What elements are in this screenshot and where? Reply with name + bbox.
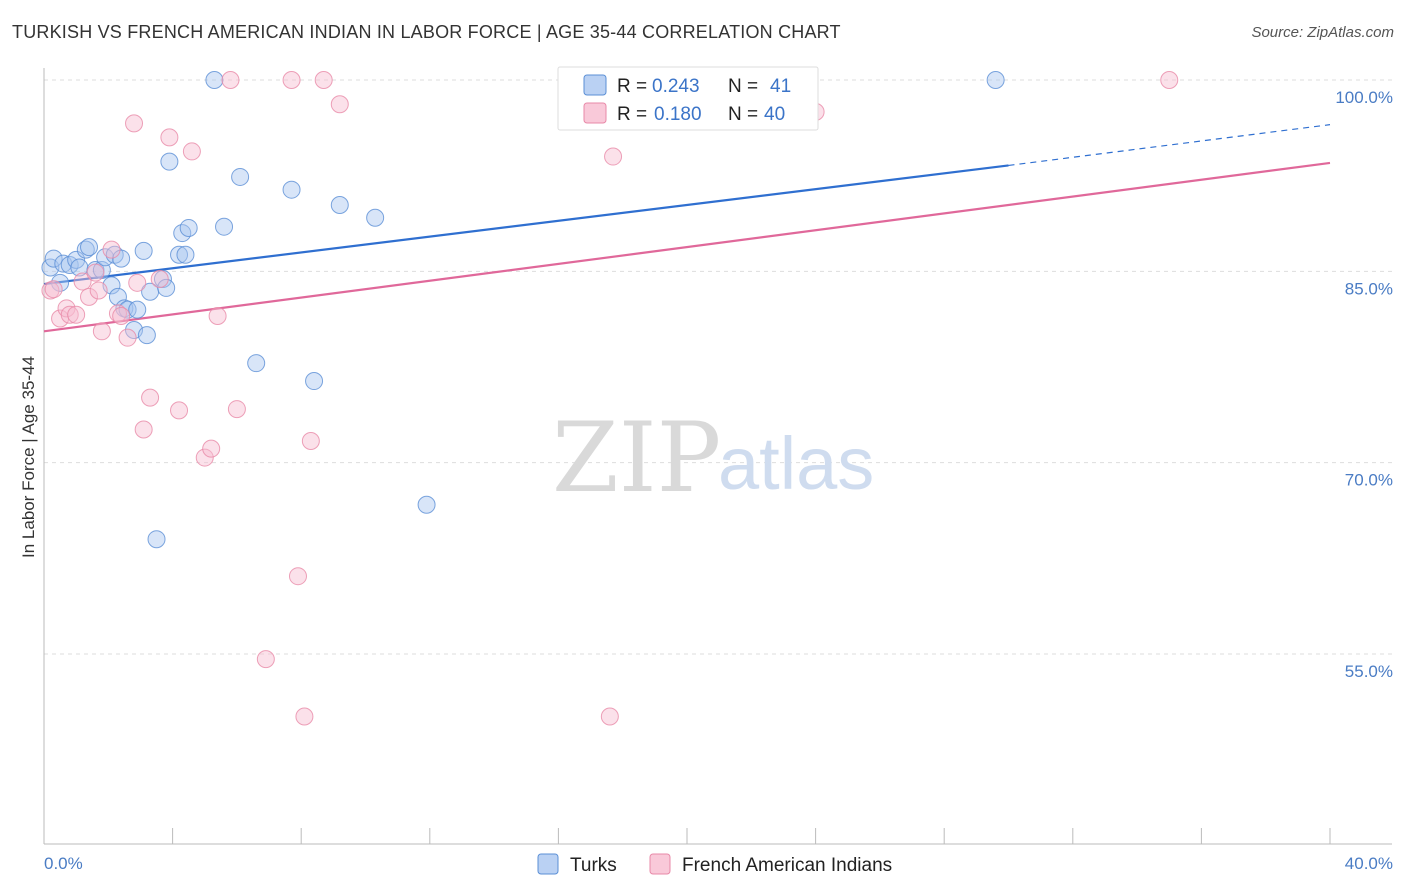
fai-point: [330, 95, 349, 114]
fai-point: [150, 269, 169, 288]
turks-point: [118, 300, 137, 319]
fai-point: [92, 322, 111, 341]
turks-point: [76, 240, 95, 259]
trend-line-turks: [43, 164, 1009, 286]
grid-lines: [44, 79, 1392, 655]
fai-point: [221, 71, 240, 89]
turks-point: [330, 196, 349, 215]
fai-point: [125, 114, 144, 133]
legend-n-label-fai: N =: [728, 104, 758, 125]
series-legend-french-american-indians: French American Indians: [682, 855, 892, 876]
turks-point: [128, 300, 147, 319]
turks-point: [157, 278, 176, 297]
fai-point: [160, 128, 179, 147]
turks-point: [176, 245, 195, 264]
fai-point: [256, 650, 275, 669]
chart-title: TURKISH VS FRENCH AMERICAN INDIAN IN LAB…: [12, 22, 841, 42]
y-tick-label: 100.0%: [1335, 88, 1393, 107]
turks-point: [134, 241, 153, 260]
stats-legend: R = 0.243 N = 41 R = 0.180 N = 40: [557, 66, 819, 131]
watermark-zip: ZIP: [552, 402, 721, 514]
turks-point: [282, 180, 301, 199]
legend-r-value-fai: 0.180: [654, 104, 702, 125]
legend-r-value-turks: 0.243: [652, 76, 700, 97]
fai-point: [44, 280, 63, 299]
fai-point: [282, 71, 301, 89]
turks-point: [215, 217, 234, 236]
turks-point: [51, 273, 70, 292]
turks-point: [44, 249, 63, 268]
fai-point: [301, 431, 320, 450]
y-axis-title: In Labor Force | Age 35-44: [19, 356, 38, 558]
fai-point: [202, 439, 221, 458]
turks-point: [986, 71, 1005, 89]
source-label: Source: ZipAtlas.com: [1251, 24, 1394, 41]
series-legend-turks: Turks: [570, 855, 617, 876]
fai-point: [288, 567, 307, 586]
fai-point: [89, 281, 108, 300]
y-tick-label: 55.0%: [1345, 662, 1393, 681]
fai-point: [102, 240, 121, 259]
trend-line-turks-extension: [1008, 124, 1331, 167]
fai-point: [182, 142, 201, 161]
legend-n-label-turks: N =: [728, 76, 758, 97]
data-points: [41, 71, 1179, 726]
legend-r-label-turks: R =: [617, 76, 647, 97]
fai-point: [67, 305, 86, 324]
axes: [43, 68, 1392, 845]
fai-point: [118, 328, 137, 347]
fai-point: [195, 448, 214, 467]
fai-point: [600, 707, 619, 726]
fai-point: [604, 147, 623, 166]
fai-point: [314, 71, 333, 89]
x-tick-label-min: 0.0%: [44, 854, 83, 873]
series-legend-swatch-turks: [537, 853, 559, 875]
turks-point: [170, 245, 189, 264]
legend-n-value-turks: 41: [770, 76, 791, 97]
series-legend: Turks French American Indians: [537, 853, 892, 876]
stats-legend-box: [557, 66, 819, 131]
turks-point: [205, 71, 224, 89]
x-tick-label-max: 40.0%: [1345, 854, 1393, 873]
turks-point: [147, 530, 166, 549]
legend-swatch-turks: [583, 74, 607, 96]
fai-point: [1160, 71, 1179, 89]
fai-point: [73, 272, 92, 291]
fai-point: [60, 305, 79, 324]
trend-line-fai: [43, 161, 1331, 333]
trend-lines: [43, 124, 1331, 333]
turks-point: [417, 495, 436, 514]
y-tick-label: 85.0%: [1345, 279, 1393, 298]
turks-point: [80, 238, 99, 257]
fai-point: [295, 707, 314, 726]
fai-point: [208, 306, 227, 325]
fai-point: [86, 263, 105, 282]
turks-point: [366, 208, 385, 227]
fai-point: [141, 388, 160, 407]
legend-r-label-fai: R =: [617, 104, 647, 125]
fai-point: [128, 273, 147, 292]
fai-point: [134, 420, 153, 439]
turks-point: [305, 372, 324, 391]
legend-n-value-fai: 40: [764, 104, 785, 125]
fai-point: [80, 287, 99, 306]
axis-labels: 100.0% 85.0% 70.0% 55.0% 0.0% 40.0%: [44, 88, 1393, 873]
fai-point: [170, 401, 189, 420]
series-legend-swatch-fai: [649, 853, 671, 875]
turks-point: [112, 249, 131, 268]
turks-point: [247, 354, 266, 373]
turks-point: [70, 258, 89, 277]
turks-point: [179, 218, 198, 237]
turks-point: [231, 167, 250, 186]
fai-point: [108, 304, 127, 323]
watermark: ZIP atlas: [552, 402, 874, 514]
y-tick-label: 70.0%: [1345, 471, 1393, 490]
turks-point: [137, 326, 156, 345]
watermark-atlas: atlas: [718, 422, 874, 505]
fai-point: [227, 400, 246, 419]
legend-swatch-french-american-indians: [583, 102, 607, 124]
turks-point: [160, 152, 179, 171]
fai-point: [112, 306, 131, 325]
